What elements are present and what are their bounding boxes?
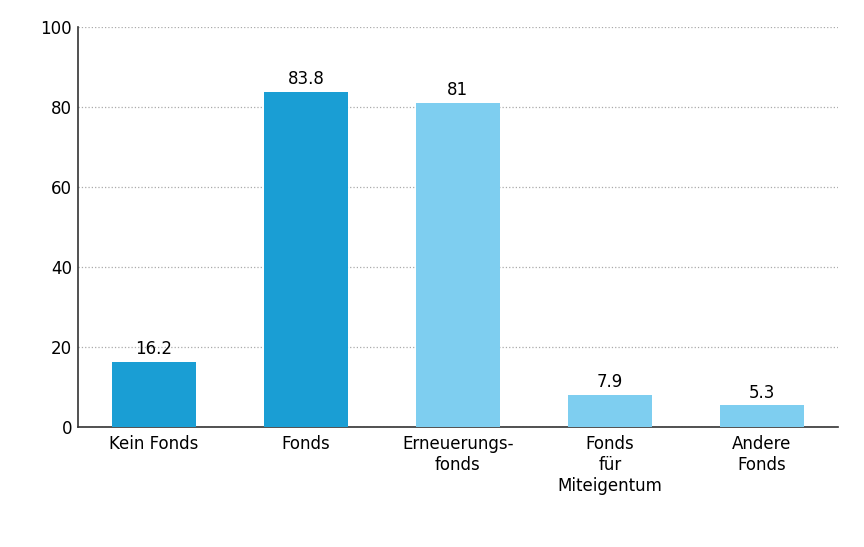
- Bar: [720, 405, 804, 427]
- Bar: [568, 395, 651, 427]
- Text: 7.9: 7.9: [597, 373, 623, 391]
- Bar: [264, 92, 348, 427]
- Bar: [416, 103, 499, 427]
- Text: 5.3: 5.3: [748, 383, 775, 401]
- Text: 81: 81: [448, 81, 468, 99]
- Text: 16.2: 16.2: [136, 340, 173, 358]
- Bar: [112, 362, 196, 427]
- Text: 83.8: 83.8: [288, 70, 325, 88]
